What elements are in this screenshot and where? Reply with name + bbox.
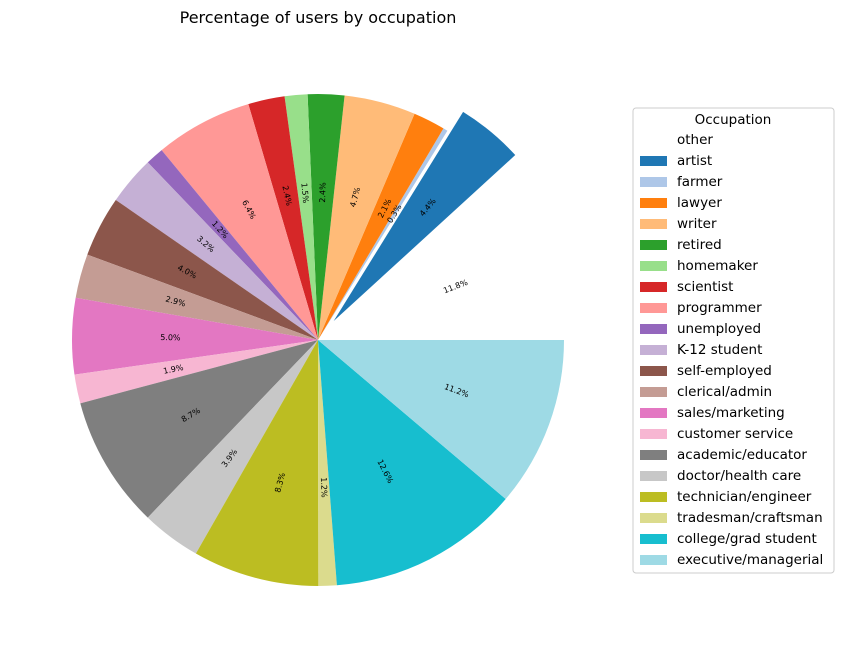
legend-label-academic-educator: academic/educator [677, 447, 807, 463]
legend-label-scientist: scientist [677, 279, 733, 295]
legend-swatch-unemployed [640, 324, 667, 334]
legend-item-self-employed: self-employed [640, 363, 772, 379]
legend-swatch-executive-managerial [640, 555, 667, 565]
legend-item-other: other [640, 132, 713, 148]
legend-label-customer-service: customer service [677, 426, 793, 442]
pie-slice-academic-educator [80, 340, 318, 518]
legend-label-k-12-student: K-12 student [677, 342, 762, 358]
legend-swatch-academic-educator [640, 450, 667, 460]
pie-slice-programmer [161, 104, 318, 340]
pie-slice-retired [307, 94, 345, 340]
pie-slice-writer [318, 95, 415, 341]
legend-items: other artist farmer lawyer writer retired home… [640, 132, 823, 568]
pie-pct-label-retired: 2.4% [318, 182, 328, 203]
legend-swatch-doctor-health-care [640, 471, 667, 481]
legend-item-sales-marketing: sales/marketing [640, 405, 785, 421]
legend-label-executive-managerial: executive/managerial [677, 552, 823, 568]
legend-item-college-grad-student: college/grad student [640, 531, 817, 547]
legend-label-programmer: programmer [677, 300, 762, 316]
pie-slice-technician-engineer [195, 340, 319, 586]
legend-label-tradesman-craftsman: tradesman/craftsman [677, 510, 823, 526]
legend-label-self-employed: self-employed [677, 363, 772, 379]
pie-slice-tradesman-craftsman [318, 340, 337, 586]
legend-item-academic-educator: academic/educator [640, 447, 807, 463]
legend-swatch-other [640, 135, 667, 145]
legend-item-scientist: scientist [640, 279, 733, 295]
pie-pct-label-customer-service: 1.9% [163, 363, 185, 376]
legend-label-other: other [677, 132, 713, 148]
pie-slice-self-employed [87, 199, 318, 340]
pie-slice-unemployed [147, 150, 318, 340]
legend-item-executive-managerial: executive/managerial [640, 552, 823, 568]
legend-item-doctor-health-care: doctor/health care [640, 468, 801, 484]
pie-slice-clerical-admin [75, 254, 318, 340]
pie-slice-lawyer [318, 113, 444, 340]
pie-slices [72, 94, 564, 586]
pie-slice-customer-service [74, 340, 319, 404]
legend-swatch-lawyer [640, 198, 667, 208]
legend-item-writer: writer [640, 216, 717, 232]
legend-item-tradesman-craftsman: tradesman/craftsman [640, 510, 823, 526]
legend-label-sales-marketing: sales/marketing [677, 405, 785, 421]
legend-label-technician-engineer: technician/engineer [677, 489, 812, 505]
legend-label-lawyer: lawyer [677, 195, 722, 211]
legend-swatch-retired [640, 240, 667, 250]
legend-swatch-homemaker [640, 261, 667, 271]
legend-swatch-sales-marketing [640, 408, 667, 418]
legend-frame [632, 107, 835, 574]
legend-swatch-customer-service [640, 429, 667, 439]
pie-slice-sales-marketing [72, 297, 318, 375]
legend-label-writer: writer [677, 216, 717, 232]
legend-swatch-writer [640, 219, 667, 229]
legend-swatch-clerical-admin [640, 387, 667, 397]
legend-item-homemaker: homemaker [640, 258, 758, 274]
legend-swatch-tradesman-craftsman [640, 513, 667, 523]
legend-item-customer-service: customer service [640, 426, 793, 442]
legend-label-doctor-health-care: doctor/health care [677, 468, 801, 484]
pie-slice-scientist [248, 96, 318, 340]
pie-slice-artist [333, 111, 516, 322]
legend-label-unemployed: unemployed [677, 321, 761, 337]
legend-swatch-artist [640, 156, 667, 166]
pie-pct-label-scientist: 2.4% [280, 185, 293, 207]
legend-label-college-grad-student: college/grad student [677, 531, 817, 547]
pie-pct-label-sales-marketing: 5.0% [160, 333, 181, 342]
legend-item-unemployed: unemployed [640, 321, 761, 337]
pie-slice-other [318, 174, 564, 340]
legend-swatch-k-12-student [640, 345, 667, 355]
legend-swatch-college-grad-student [640, 534, 667, 544]
pie-slice-executive-managerial [318, 340, 564, 500]
legend-item-technician-engineer: technician/engineer [640, 489, 812, 505]
legend-label-farmer: farmer [677, 174, 723, 190]
legend-swatch-self-employed [640, 366, 667, 376]
pie-pct-label-tradesman-craftsman: 1.2% [319, 477, 329, 498]
pie-slice-homemaker [284, 94, 318, 341]
legend-item-retired: retired [640, 237, 722, 253]
legend-title: Occupation [695, 112, 772, 128]
legend-swatch-scientist [640, 282, 667, 292]
pie-pct-label-homemaker: 1.5% [299, 182, 310, 203]
chart-title: Percentage of users by occupation [180, 8, 457, 27]
legend-item-programmer: programmer [640, 300, 762, 316]
legend-label-retired: retired [677, 237, 722, 253]
legend-item-lawyer: lawyer [640, 195, 722, 211]
legend-label-homemaker: homemaker [677, 258, 758, 274]
legend-label-clerical-admin: clerical/admin [677, 384, 772, 400]
legend-item-artist: artist [640, 153, 712, 169]
legend-swatch-farmer [640, 177, 667, 187]
legend-item-clerical-admin: clerical/admin [640, 384, 772, 400]
pie-slice-farmer [318, 128, 448, 340]
legend-item-k-12-student: K-12 student [640, 342, 762, 358]
legend-swatch-programmer [640, 303, 667, 313]
legend-swatch-technician-engineer [640, 492, 667, 502]
legend-label-artist: artist [677, 153, 712, 169]
pie-slice-doctor-health-care [147, 340, 318, 554]
legend-item-farmer: farmer [640, 174, 723, 190]
legend: Occupation other artist farmer lawyer writer… [632, 107, 835, 574]
pie-slice-k-12-student [115, 162, 319, 340]
pie-slice-college-grad-student [318, 340, 506, 586]
